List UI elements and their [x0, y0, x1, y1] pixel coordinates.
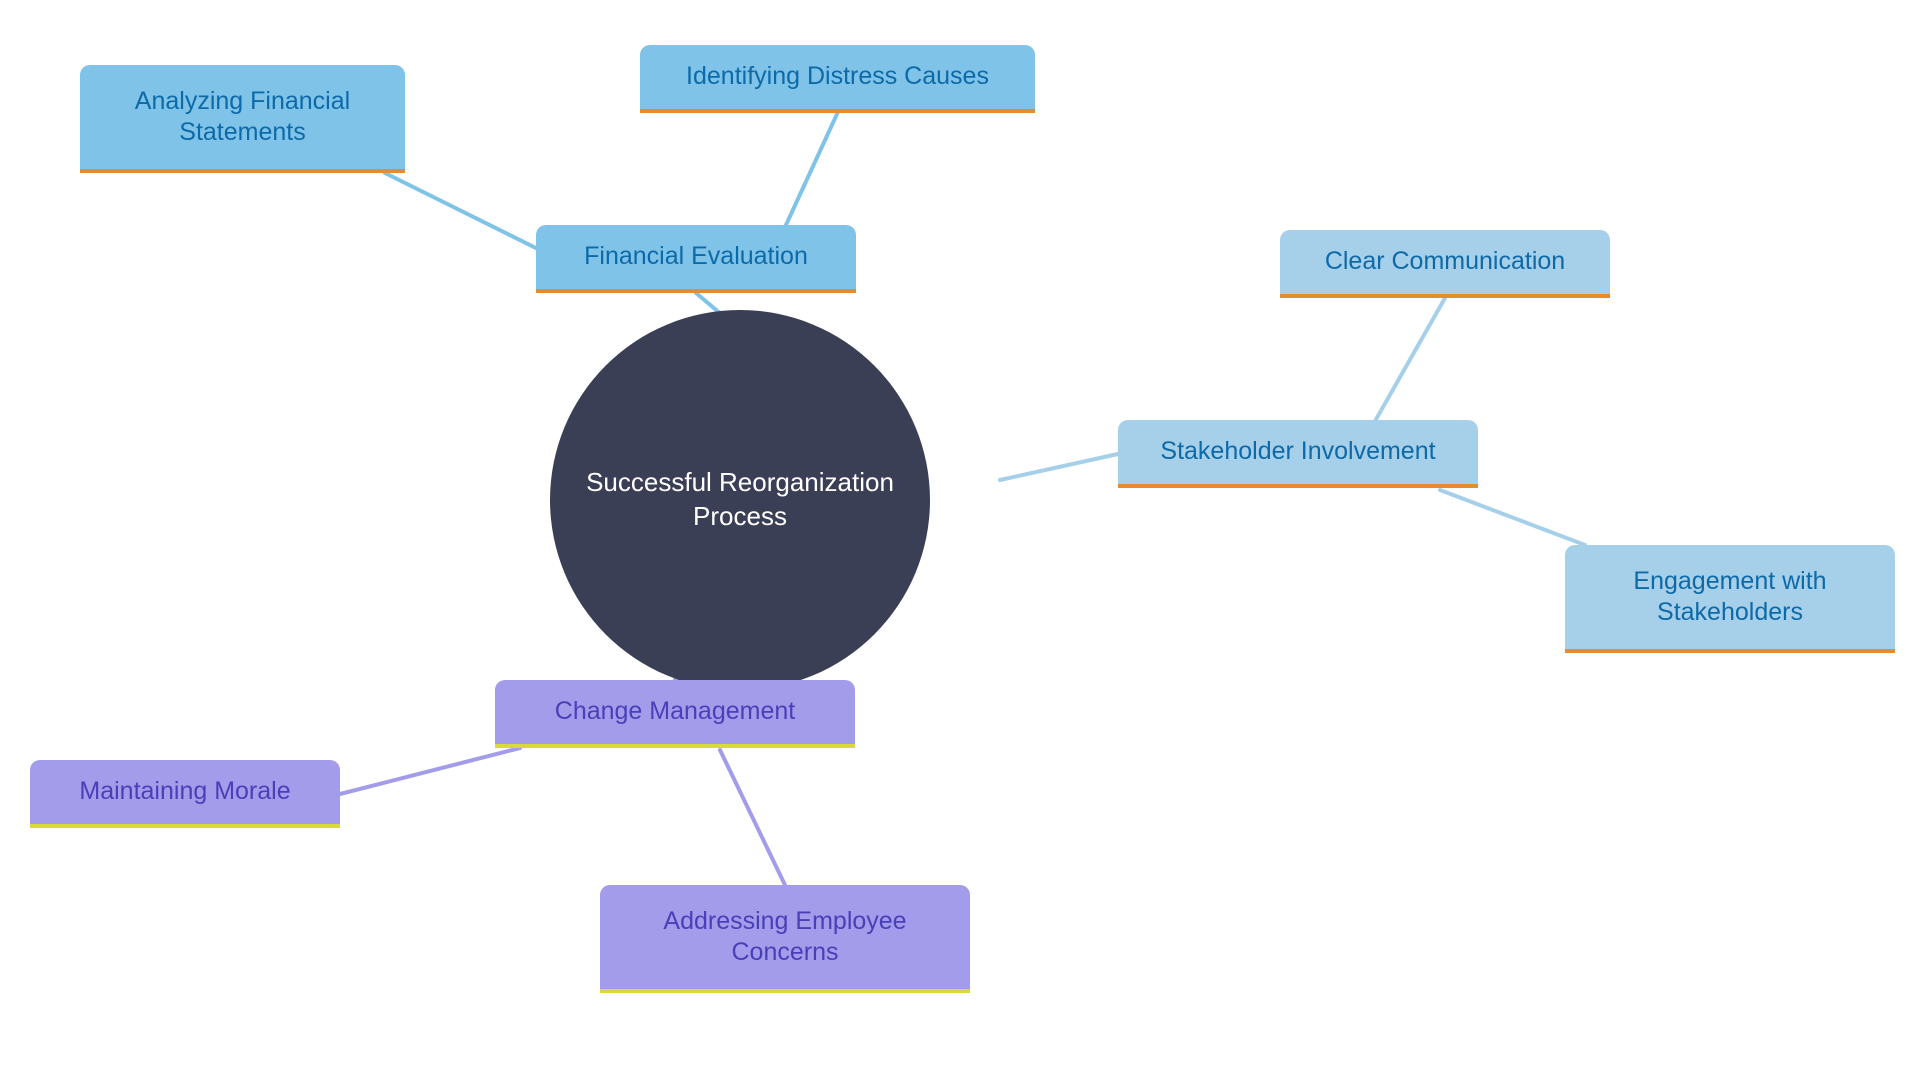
- node-stakeholder: Stakeholder Involvement: [1118, 420, 1478, 488]
- node-label: Engagement with Stakeholders: [1581, 566, 1879, 629]
- center-label: Successful Reorganization Process: [580, 466, 900, 534]
- node-label: Change Management: [555, 696, 795, 727]
- node-label: Financial Evaluation: [584, 241, 808, 272]
- center-node: Successful Reorganization Process: [550, 310, 930, 690]
- node-label: Identifying Distress Causes: [686, 61, 989, 92]
- node-label: Clear Communication: [1325, 246, 1565, 277]
- node-label: Addressing Employee Concerns: [616, 906, 954, 969]
- node-distress: Identifying Distress Causes: [640, 45, 1035, 113]
- node-change-mgmt: Change Management: [495, 680, 855, 748]
- node-label: Analyzing Financial Statements: [96, 86, 389, 149]
- node-concerns: Addressing Employee Concerns: [600, 885, 970, 993]
- node-analyzing: Analyzing Financial Statements: [80, 65, 405, 173]
- node-morale: Maintaining Morale: [30, 760, 340, 828]
- node-fin-eval: Financial Evaluation: [536, 225, 856, 293]
- node-label: Maintaining Morale: [79, 776, 290, 807]
- node-label: Stakeholder Involvement: [1160, 436, 1435, 467]
- node-engagement: Engagement with Stakeholders: [1565, 545, 1895, 653]
- mindmap-canvas: Successful Reorganization Process Financ…: [0, 0, 1920, 1080]
- node-clear-comm: Clear Communication: [1280, 230, 1610, 298]
